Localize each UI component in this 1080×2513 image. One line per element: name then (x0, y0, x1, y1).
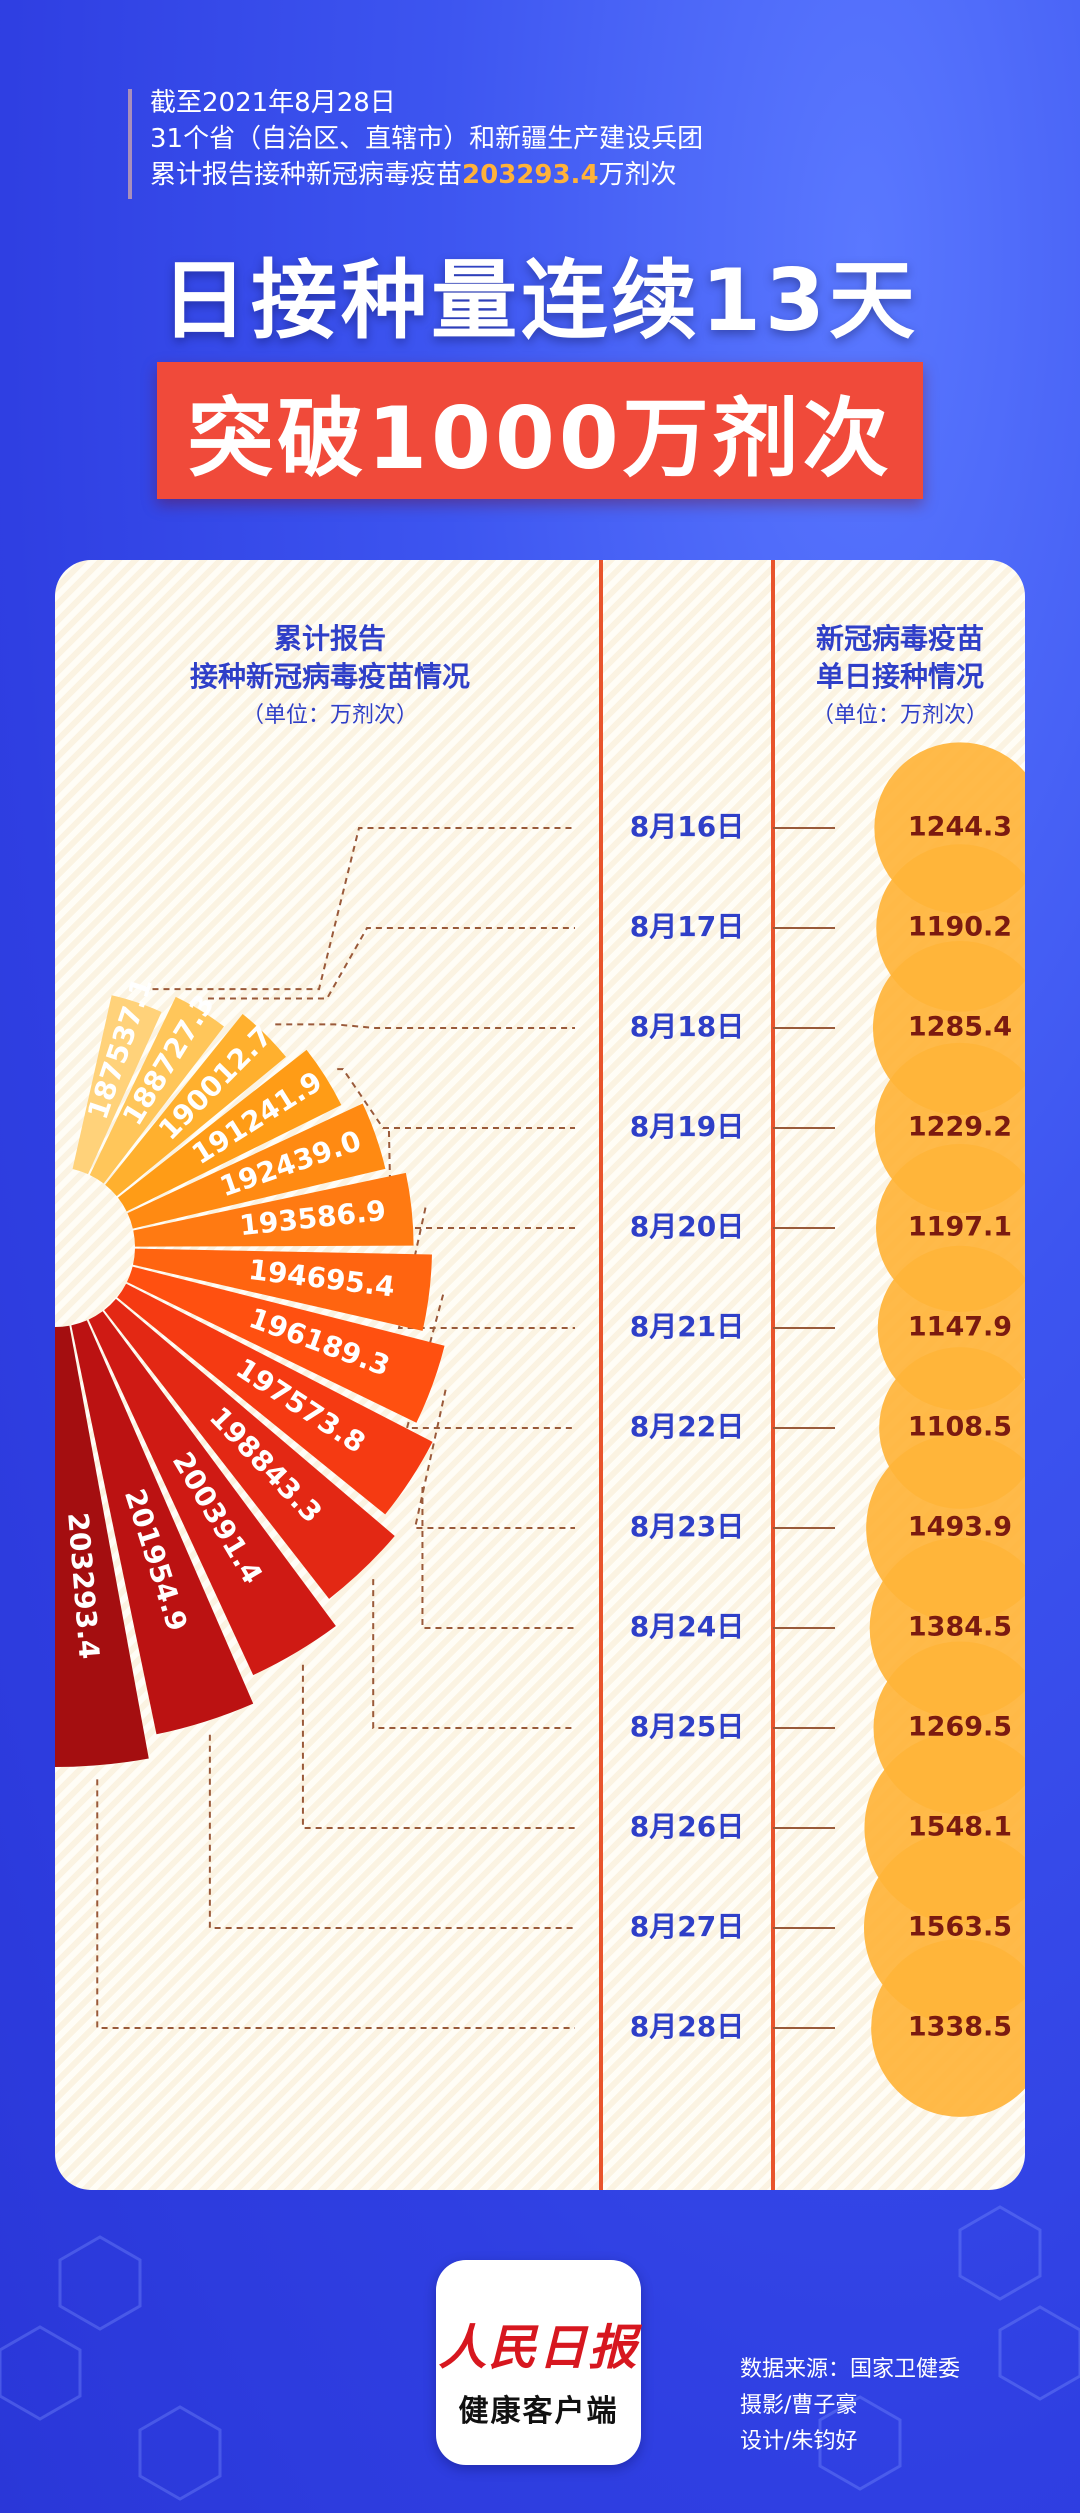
date-label-8: 8月23日 (630, 1510, 744, 1543)
date-label-3: 8月18日 (630, 1010, 744, 1043)
daily-bubble-13 (871, 1939, 1025, 2117)
fan-segment-2 (89, 996, 224, 1184)
connector-3 (275, 1023, 575, 1029)
fan-segment-3 (105, 1013, 286, 1197)
daily-value-label-7: 1108.5 (908, 1412, 1012, 1443)
left-label-line1: 累计报告 (274, 622, 386, 655)
fan-segment-1 (72, 995, 162, 1175)
credit-design: 设计/朱钧好 (740, 2429, 858, 2454)
date-label-13: 8月28日 (630, 2010, 744, 2043)
header-total-prefix: 累计报告接种新冠病毒疫苗 (150, 160, 463, 190)
date-label-4: 8月19日 (630, 1110, 744, 1143)
connector-4 (337, 1068, 575, 1129)
logo-masthead: 人民日报 (438, 2320, 639, 2376)
right-label-line1: 新冠病毒疫苗 (816, 622, 984, 655)
connector-1 (141, 827, 575, 991)
date-label-2: 8月17日 (630, 910, 744, 943)
credit-source: 数据来源：国家卫健委 (740, 2357, 961, 2382)
brand-logo: 人民日报 健康客户端 (436, 2260, 641, 2465)
logo-app-name: 健康客户端 (458, 2394, 619, 2429)
header-total-value: 203293.4 (462, 160, 599, 190)
fan-segment-12 (71, 1320, 254, 1735)
header-accent-bar (128, 89, 132, 199)
daily-value-label-3: 1285.4 (908, 1012, 1012, 1043)
connector-9 (421, 1487, 575, 1629)
daily-value-label-13: 1338.5 (908, 2012, 1012, 2043)
header-total-line: 累计报告接种新冠病毒疫苗203293.4万剂次 (150, 157, 970, 193)
date-label-5: 8月20日 (630, 1210, 744, 1243)
connector-2 (207, 927, 575, 1000)
left-label-unit: （单位：万剂次） (242, 703, 418, 728)
left-label-line2: 接种新冠病毒疫苗情况 (190, 660, 470, 693)
daily-value-label-8: 1493.9 (908, 1512, 1012, 1543)
fan-segment-7 (132, 1248, 432, 1331)
daily-value-label-10: 1269.5 (908, 1712, 1012, 1743)
main-subtitle: 突破1000万剂次 (157, 362, 923, 499)
fan-segment-9 (117, 1283, 433, 1515)
fan-segment-4 (117, 1049, 342, 1212)
date-label-1: 8月16日 (630, 810, 744, 843)
daily-value-label-4: 1229.2 (908, 1112, 1012, 1143)
connector-8 (413, 1389, 575, 1529)
date-label-7: 8月22日 (630, 1410, 744, 1443)
date-label-6: 8月21日 (630, 1310, 744, 1343)
daily-value-label-2: 1190.2 (908, 912, 1012, 943)
daily-value-label-1: 1244.3 (908, 812, 1012, 843)
fan-segment-6 (133, 1172, 414, 1247)
date-label-9: 8月24日 (630, 1610, 744, 1643)
header-date-line: 截至2021年8月28日 (150, 88, 396, 118)
connector-7 (405, 1294, 575, 1429)
connector-11 (301, 1664, 575, 1829)
daily-value-label-6: 1147.9 (908, 1312, 1012, 1343)
chart-card: 累计报告 接种新冠病毒疫苗情况 （单位：万剂次） 新冠病毒疫苗 单日接种情况 （… (55, 560, 1025, 2190)
right-label-unit: （单位：万剂次） (812, 703, 988, 728)
daily-value-label-5: 1197.1 (908, 1212, 1012, 1243)
fan-segment-13 (55, 1325, 149, 1767)
connector-6 (397, 1207, 575, 1329)
connector-13 (96, 1779, 575, 2029)
date-label-12: 8月27日 (630, 1910, 744, 1943)
credit-photo: 摄影/曹子豪 (740, 2393, 858, 2418)
header-region-line: 31个省（自治区、直辖市）和新疆生产建设兵团 (150, 124, 704, 154)
summary-header: 截至2021年8月28日 31个省（自治区、直辖市）和新疆生产建设兵团 累计报告… (128, 85, 970, 199)
date-label-11: 8月26日 (630, 1810, 744, 1843)
vaccination-chart: 累计报告 接种新冠病毒疫苗情况 （单位：万剂次） 新冠病毒疫苗 单日接种情况 （… (55, 560, 1025, 2190)
fan-segment-10 (104, 1298, 395, 1599)
subtitle-wrapper: 突破1000万剂次 (0, 362, 1080, 499)
connector-5 (387, 1130, 575, 1229)
main-title: 日接种量连续13天 (161, 251, 919, 351)
daily-value-label-11: 1548.1 (908, 1812, 1012, 1843)
date-label-10: 8月25日 (630, 1710, 744, 1743)
right-label-line2: 单日接种情况 (816, 660, 984, 693)
credits: 数据来源：国家卫健委 摄影/曹子豪 设计/朱钧好 (740, 2352, 960, 2460)
header-total-suffix: 万剂次 (598, 160, 677, 190)
connector-12 (208, 1734, 575, 1929)
connector-10 (372, 1579, 575, 1729)
fan-segment-5 (127, 1103, 386, 1229)
daily-value-label-9: 1384.5 (908, 1612, 1012, 1643)
fan-segment-11 (88, 1311, 336, 1676)
fan-segment-8 (126, 1266, 445, 1423)
daily-value-label-12: 1563.5 (908, 1912, 1012, 1943)
